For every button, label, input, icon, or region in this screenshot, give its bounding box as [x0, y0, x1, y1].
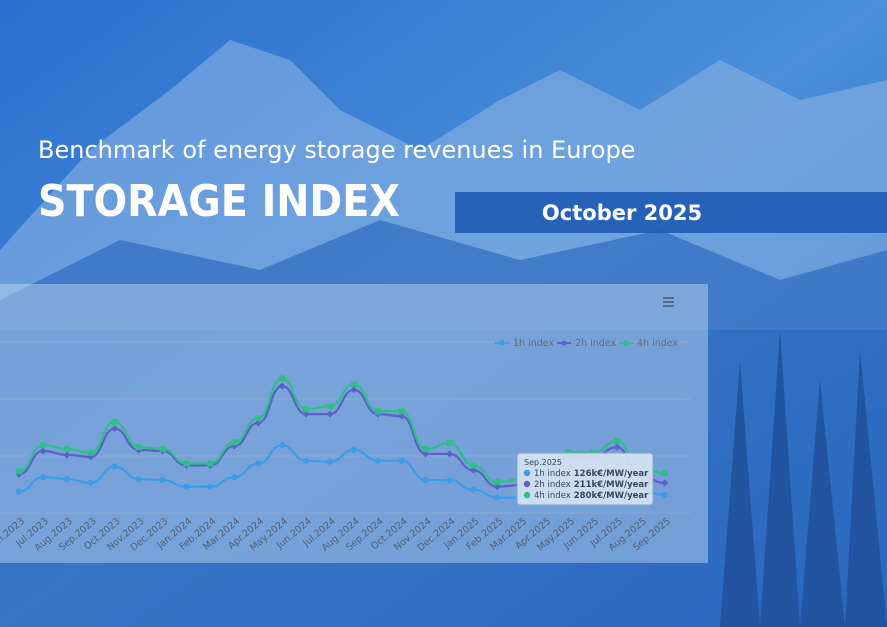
tooltip-row: 1h index126k€/MW/year — [534, 469, 649, 479]
marker — [63, 446, 70, 453]
tooltip-title: Sep.2025 — [524, 458, 562, 467]
legend-marker — [623, 340, 629, 346]
marker — [374, 408, 381, 415]
marker — [207, 460, 214, 467]
marker — [422, 477, 429, 484]
legend-label: 4h index — [637, 338, 678, 349]
marker — [111, 418, 118, 425]
marker — [207, 483, 214, 490]
marker — [446, 477, 453, 484]
marker — [16, 468, 22, 475]
menu-icon[interactable] — [663, 297, 674, 307]
marker — [279, 442, 286, 449]
marker — [39, 474, 46, 481]
marker — [255, 460, 262, 467]
hills — [0, 220, 887, 627]
marker — [398, 408, 405, 415]
tooltip-value: 211k€/MW/year — [574, 480, 649, 490]
legend-marker — [499, 340, 505, 346]
tooltip-name: 1h index — [534, 469, 571, 479]
tooltip-value: 280k€/MW/year — [574, 491, 649, 501]
marker — [255, 415, 262, 422]
marker — [446, 450, 454, 458]
marker — [614, 438, 620, 445]
marker — [279, 375, 286, 382]
marker — [159, 477, 166, 484]
marker — [87, 449, 94, 456]
legend-label: 2h index — [575, 338, 616, 349]
marker — [278, 382, 286, 390]
marker — [350, 447, 357, 454]
marker — [111, 425, 119, 433]
marker — [661, 492, 668, 499]
legend-label: 1h index — [513, 338, 554, 349]
tooltip-dot — [523, 491, 531, 499]
marker — [398, 457, 405, 464]
marker — [135, 444, 142, 451]
marker — [494, 478, 501, 485]
tooltip-name: 4h index — [534, 491, 571, 501]
marker — [135, 476, 142, 483]
subtitle: Benchmark of energy storage revenues in … — [38, 136, 635, 164]
marker — [159, 446, 166, 453]
marker — [422, 446, 429, 453]
tooltip-row: 2h index211k€/MW/year — [534, 480, 649, 490]
marker — [231, 439, 238, 446]
marker — [493, 483, 501, 491]
marker — [111, 463, 118, 470]
tooltip-dot — [523, 480, 531, 488]
marker — [63, 476, 70, 483]
marker — [446, 440, 453, 447]
marker — [87, 479, 94, 486]
legend-marker — [561, 340, 567, 346]
marker — [303, 406, 310, 413]
marker — [470, 462, 477, 469]
marker — [63, 451, 71, 459]
tooltip-row: 4h index280k€/MW/year — [534, 491, 649, 501]
marker — [350, 381, 357, 388]
marker — [494, 494, 501, 501]
title: STORAGE INDEX — [38, 176, 400, 227]
marker — [469, 466, 477, 474]
marker — [254, 419, 262, 427]
marker — [470, 486, 477, 493]
marker — [16, 488, 22, 495]
tooltip-value: 126k€/MW/year — [574, 469, 649, 479]
tooltip-dot — [523, 469, 531, 477]
tooltip-name: 2h index — [534, 480, 571, 490]
marker — [302, 410, 310, 418]
tooltip — [516, 452, 654, 506]
trees — [720, 330, 887, 627]
marker — [231, 474, 238, 481]
marker — [350, 386, 358, 394]
marker — [326, 403, 333, 410]
marker — [613, 443, 621, 451]
marker — [374, 457, 381, 464]
marker — [661, 470, 668, 477]
marker — [39, 447, 47, 455]
marker — [326, 458, 333, 465]
marker — [39, 442, 46, 449]
marker — [183, 460, 190, 467]
date: October 2025 — [542, 201, 702, 225]
marker — [183, 483, 190, 490]
marker — [398, 412, 406, 420]
marker — [422, 450, 430, 458]
marker — [661, 479, 669, 487]
marker — [326, 410, 334, 418]
date-band — [455, 192, 887, 233]
marker — [303, 457, 310, 464]
marker — [566, 449, 573, 456]
